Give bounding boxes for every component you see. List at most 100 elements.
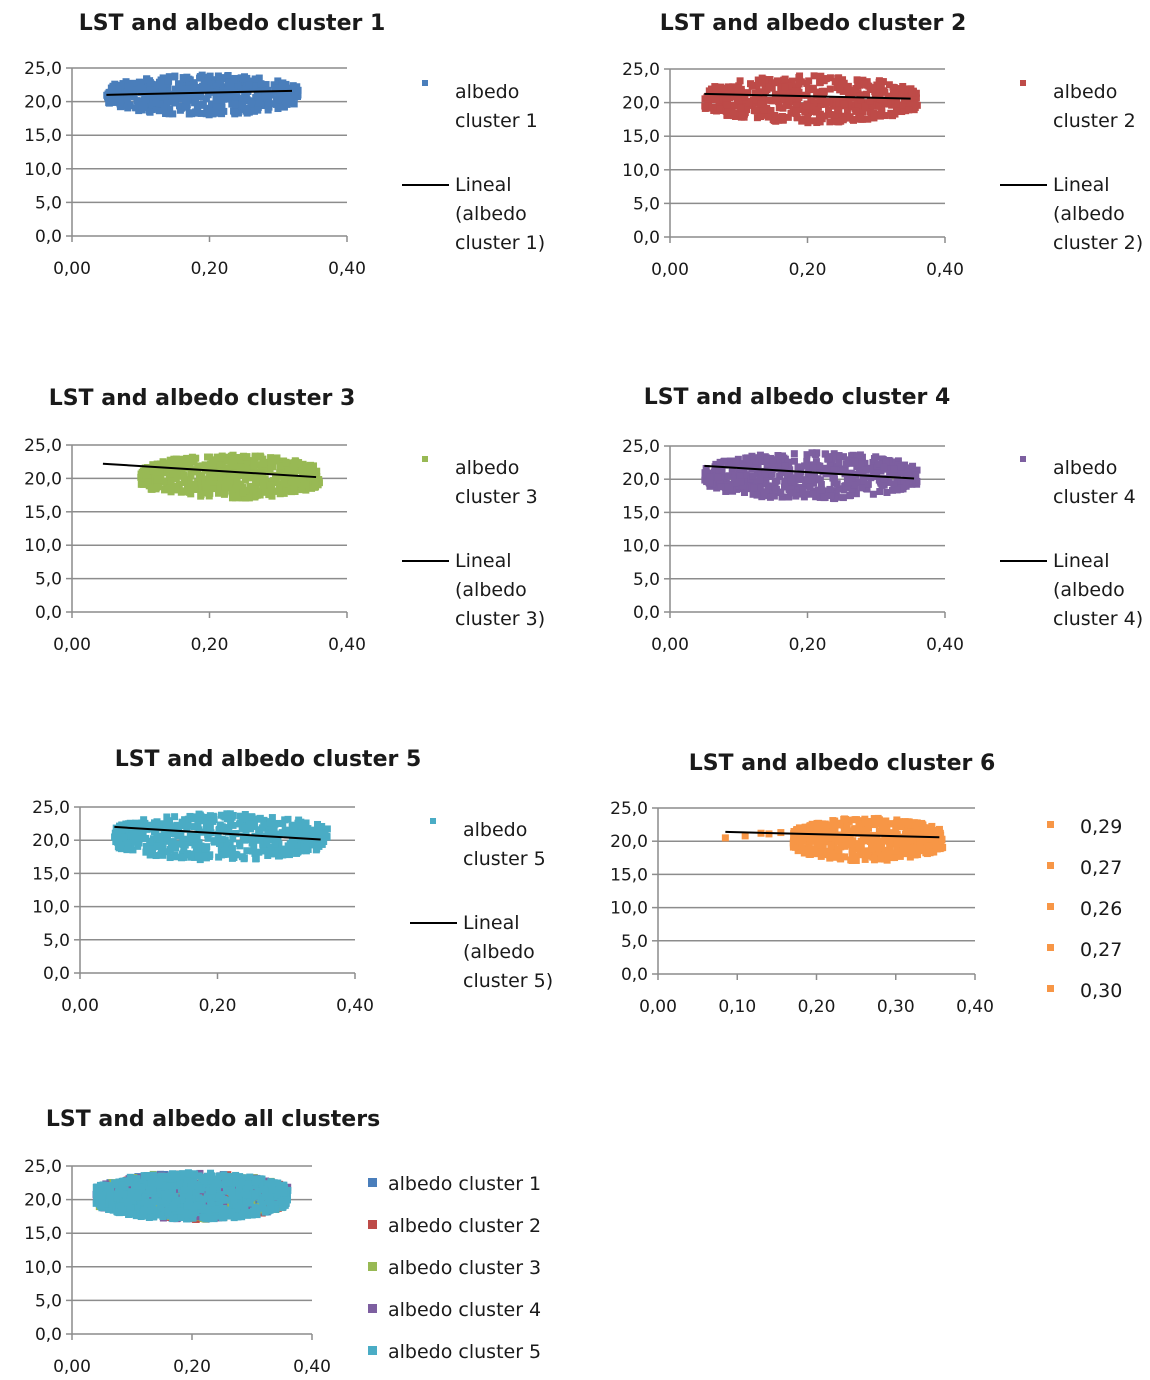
legend-label: albedo cluster 4 [388,1299,541,1321]
data-point [259,482,267,490]
data-point [771,111,779,119]
legend-label: (albedo [455,203,527,225]
data-point [781,462,789,470]
data-point [762,475,770,483]
data-point [906,828,914,836]
y-tick-label: 5,0 [35,570,62,590]
data-point [785,82,793,90]
data-point [887,109,895,117]
data-point [302,486,310,494]
data-point [239,832,247,840]
data-point [810,117,818,125]
data-point [157,1204,165,1212]
data-point [868,101,876,109]
data-point [908,848,916,856]
data-point [823,97,831,105]
data-point [207,470,215,478]
x-tick-label: 0,00 [651,260,689,280]
data-point [897,823,905,831]
data-point [839,494,847,502]
data-point [203,84,211,92]
data-point [255,98,263,106]
data-point [164,1198,172,1206]
data-point [187,490,195,498]
y-tick-label: 0,0 [35,603,62,623]
data-point [96,1195,104,1203]
data-point [843,106,851,114]
data-point [856,845,864,853]
data-point [742,471,750,479]
data-point [187,96,195,104]
data-point [233,477,241,485]
data-point [191,91,199,99]
legend-marker [368,1262,377,1271]
data-point [294,86,302,94]
data-point [756,451,764,459]
data-point [878,817,886,825]
data-point [745,460,753,468]
chart-title: LST and albedo cluster 2 [660,11,967,36]
data-point [212,1194,220,1202]
x-tick-label: 0,20 [199,996,237,1016]
data-point [130,838,138,846]
data-point [831,78,839,86]
data-point [282,84,290,92]
data-point [757,113,765,121]
data-point [198,71,206,79]
data-point [821,828,829,836]
y-tick-label: 25,0 [24,1157,62,1177]
data-point [190,480,198,488]
data-point [224,72,232,80]
data-point [310,826,318,834]
data-point [165,110,173,118]
data-point [211,1205,219,1213]
data-point [146,108,154,116]
x-tick-label: 0,00 [53,259,91,279]
data-point [315,842,323,850]
data-point [207,460,215,468]
data-point [260,97,268,105]
data-point [931,837,939,845]
data-point [130,832,138,840]
data-point [272,836,280,844]
data-point [169,467,177,475]
data-point [791,839,799,847]
data-point [928,827,936,835]
data-point [185,81,193,89]
data-point [232,483,240,491]
data-point [267,1205,275,1213]
data-point [850,852,858,860]
y-tick-label: 15,0 [622,127,660,147]
data-point [287,839,295,847]
data-point [219,1204,227,1212]
data-point [262,81,270,89]
data-point [200,1175,208,1183]
data-point [702,465,710,473]
data-point [799,486,807,494]
data-point [123,95,131,103]
data-point [189,1172,197,1180]
data-point [761,86,769,94]
data-point [790,450,798,458]
data-point [194,852,202,860]
data-point [233,1192,241,1200]
data-point [826,85,834,93]
data-point [166,817,174,825]
data-point [849,837,857,845]
data-point [188,110,196,118]
data-point [835,452,843,460]
data-point [223,815,231,823]
data-point [195,474,203,482]
data-point [220,107,228,115]
data-point [137,828,145,836]
data-point [820,89,828,97]
data-point [105,99,113,107]
data-point [180,471,188,479]
data-point [916,831,924,839]
data-point [171,486,179,494]
data-point [235,453,243,461]
data-point [308,484,316,492]
legend-label: 0,29 [1080,816,1122,838]
data-point [185,1192,193,1200]
